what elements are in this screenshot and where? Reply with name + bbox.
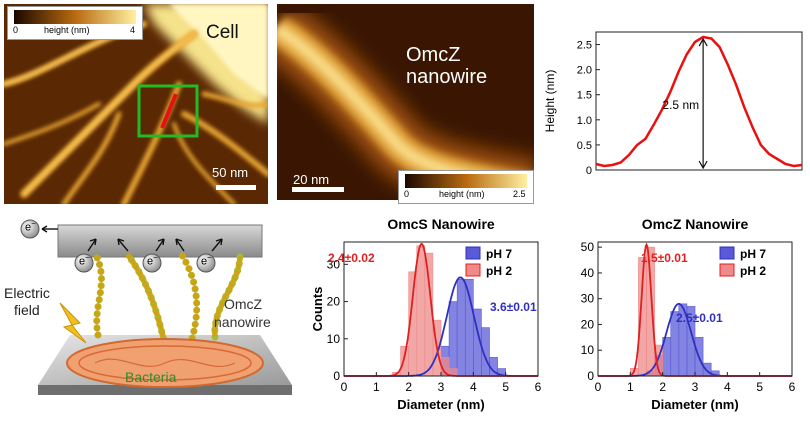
colorbar-a-min: 0	[13, 25, 19, 35]
colorbar-b-min: 0	[404, 189, 410, 199]
legend-swatch	[719, 246, 735, 260]
electron-icons	[20, 219, 216, 273]
xtick-label: 3	[438, 380, 445, 394]
field-label-2: field	[14, 302, 40, 318]
xtick-label: 0	[595, 380, 602, 394]
profile-ytick-label: 0.5	[577, 140, 592, 152]
xtick-label: 1	[627, 380, 634, 394]
fit-value-label: 2.4±0.02	[328, 251, 375, 265]
colorbar-b-label: height (nm)	[439, 189, 485, 199]
legend-swatch	[465, 246, 481, 260]
height-profile-chart: 0 0.5 1.0 1.5 2.0 2.5 Height (nm) 2.5 nm	[543, 31, 803, 177]
xtick-label: 4	[724, 380, 731, 394]
omcs-histogram: OmcS Nanowire 0 1 2 3 4 5 6 0 10 20 30 Diameter (nm)…	[310, 216, 542, 412]
ytick-label: 0	[587, 369, 594, 383]
xtick-label: 1	[373, 380, 380, 394]
legend-swatch	[719, 263, 735, 277]
omcz-label-2: nanowire	[406, 66, 488, 88]
ytick-label: 50	[581, 240, 595, 254]
legend-entry: pH 7	[740, 247, 766, 261]
histogram-bar	[646, 246, 655, 377]
colorbar-b: 0 height (nm) 2.5	[398, 170, 534, 204]
profile-ytick-label: 0	[586, 165, 592, 177]
histogram-bar	[448, 301, 458, 377]
fit-value-label: 3.6±0.01	[490, 300, 537, 314]
profile-ytick-label: 1.5	[577, 90, 592, 102]
omcz-label-1: OmcZ	[406, 44, 461, 66]
xtick-label: 5	[502, 380, 509, 394]
xtick-label: 2	[405, 380, 412, 394]
profile-axes-frame	[595, 31, 803, 171]
histogram-ylabel: Counts	[310, 287, 325, 332]
ytick-label: 20	[581, 317, 595, 331]
wire-label-1: OmcZ	[224, 296, 263, 312]
ytick-label: 20	[327, 295, 341, 309]
xtick-label: 4	[470, 380, 477, 394]
field-label-1: Electric	[4, 285, 50, 301]
height-arrow-bottom	[698, 160, 708, 170]
histogram-xlabel: Diameter (nm)	[651, 397, 738, 412]
ytick-label: 30	[327, 257, 341, 271]
colorbar-a-max: 4	[130, 25, 136, 35]
scale-bar-b	[292, 187, 344, 192]
xtick-label: 6	[535, 380, 542, 394]
scalebar-a-label: 50 nm	[212, 165, 249, 180]
scalebar-b-label: 20 nm	[293, 172, 330, 187]
legend-entry: pH 7	[486, 247, 512, 261]
electron-label-4: e−	[201, 253, 212, 268]
colorbar-a: 0 height (nm) 4	[7, 6, 143, 40]
height-arrow-top	[698, 37, 708, 47]
histogram-bar	[400, 345, 409, 377]
height-annotation: 2.5 nm	[662, 98, 699, 112]
electron-label-3: e−	[147, 253, 158, 268]
colorbar-a-label: height (nm)	[44, 25, 90, 35]
xtick-label: 3	[692, 380, 699, 394]
xtick-label: 5	[756, 380, 763, 394]
legend-entry: pH 2	[740, 264, 766, 278]
cell-label: Cell	[206, 22, 239, 43]
ytick-label: 30	[581, 292, 595, 306]
legend-swatch	[465, 263, 481, 277]
bacteria-label: Bacteria	[125, 369, 177, 385]
roi-box	[137, 84, 199, 138]
profile-ytick-label: 2.5	[577, 40, 592, 52]
xtick-label: 2	[659, 380, 666, 394]
profile-ytick-label: 2.0	[577, 65, 592, 77]
profile-line-series	[595, 35, 803, 168]
xtick-label: 0	[341, 380, 348, 394]
colorbar-b-max: 2.5	[513, 189, 526, 199]
profile-line	[160, 93, 178, 129]
schematic	[0, 205, 300, 417]
profile-ylabel: Height (nm)	[543, 70, 557, 133]
lightning-icon	[59, 302, 87, 344]
omcz-histogram: OmcZ Nanowire 0 1 2 3 4 5 6 0 10 20 30 40 50 Diameter …	[581, 216, 796, 412]
ytick-label: 10	[581, 343, 595, 357]
fit-value-label: 1.5±0.01	[641, 251, 688, 265]
wire-label-2: nanowire	[214, 314, 271, 330]
ytick-label: 0	[333, 369, 340, 383]
scale-bar	[216, 185, 256, 190]
electron-label-1: e−	[25, 219, 36, 234]
histogram-title: OmcZ Nanowire	[642, 216, 749, 232]
histogram-bar	[416, 245, 426, 377]
histogram-xlabel: Diameter (nm)	[397, 397, 484, 412]
ytick-label: 10	[327, 332, 341, 346]
histogram-title: OmcS Nanowire	[387, 216, 495, 232]
electron-label-2: e−	[79, 253, 90, 268]
legend-entry: pH 2	[486, 264, 512, 278]
xtick-label: 6	[789, 380, 796, 394]
histogram-bar	[456, 278, 466, 377]
fit-value-label: 2.5±0.01	[676, 311, 723, 325]
profile-ytick-label: 1.0	[577, 115, 592, 127]
ytick-label: 40	[581, 266, 595, 280]
